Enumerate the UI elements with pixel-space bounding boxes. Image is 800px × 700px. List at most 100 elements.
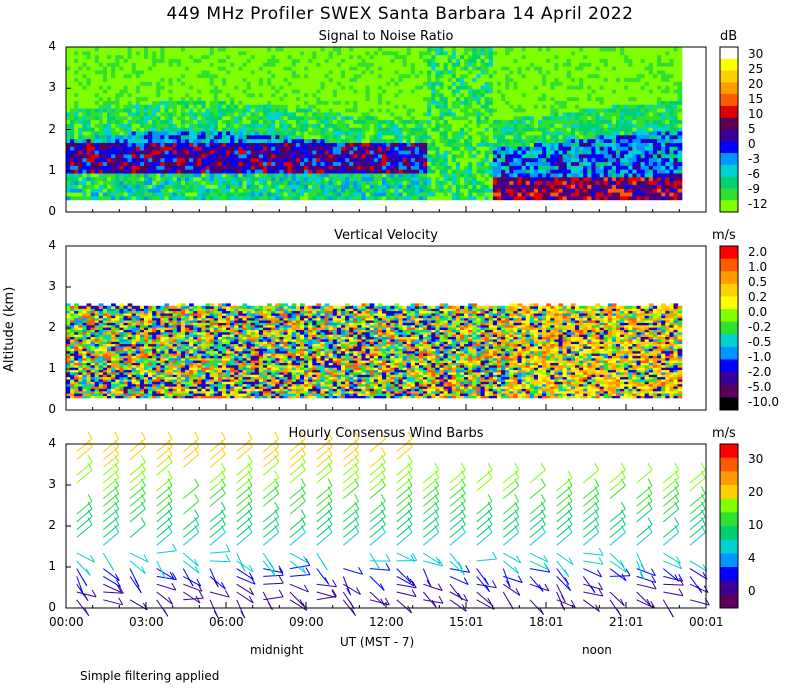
heatmap-cell xyxy=(316,134,322,140)
heatmap-cell xyxy=(419,69,424,75)
heatmap-cell xyxy=(258,115,264,121)
heatmap-cell xyxy=(78,130,83,136)
heatmap-cell xyxy=(86,115,92,121)
heatmap-cell xyxy=(213,85,219,90)
heatmap-cell xyxy=(291,172,297,178)
heatmap-cell xyxy=(341,192,346,197)
heatmap-cell xyxy=(562,50,568,56)
heatmap-cell xyxy=(455,127,461,132)
heatmap-cell xyxy=(480,104,486,109)
heatmap-cell xyxy=(566,119,572,124)
heatmap-cell xyxy=(324,54,330,59)
heatmap-cell xyxy=(123,150,129,155)
heatmap-cell xyxy=(472,161,477,166)
heatmap-cell xyxy=(554,50,560,56)
heatmap-cell xyxy=(70,184,75,189)
heatmap-cell xyxy=(242,130,248,136)
heatmap-cell xyxy=(197,77,202,82)
heatmap-cell xyxy=(242,73,248,79)
heatmap-cell xyxy=(148,89,153,94)
heatmap-cell xyxy=(529,123,535,128)
heatmap-cell xyxy=(328,47,334,52)
heatmap-cell xyxy=(263,153,268,159)
heatmap-cell xyxy=(513,123,519,128)
heatmap-cell xyxy=(570,77,576,82)
heatmap-cell xyxy=(234,127,239,132)
heatmap-cell xyxy=(74,142,79,147)
heatmap-cell xyxy=(542,180,547,185)
heatmap-cell xyxy=(410,50,416,56)
heatmap-cell xyxy=(152,188,157,193)
heatmap-cell xyxy=(386,73,391,79)
heatmap-cell xyxy=(332,96,338,101)
heatmap-cell xyxy=(250,73,256,79)
heatmap-cell xyxy=(172,176,178,182)
heatmap-cell xyxy=(258,195,264,201)
heatmap-cell xyxy=(304,47,309,52)
heatmap-cell xyxy=(111,157,116,163)
heatmap-cell xyxy=(123,62,129,67)
heatmap-cell xyxy=(209,172,215,178)
heatmap-cell xyxy=(267,47,272,52)
heatmap-cell xyxy=(254,47,260,52)
heatmap-cell xyxy=(386,62,391,67)
heatmap-cell xyxy=(570,142,576,147)
heatmap-cell xyxy=(538,81,543,86)
heatmap-cell xyxy=(98,66,104,71)
heatmap-cell xyxy=(238,100,244,105)
heatmap-cell xyxy=(451,81,457,86)
heatmap-cell xyxy=(234,66,239,71)
heatmap-cell xyxy=(217,138,223,143)
heatmap-cell xyxy=(332,50,338,56)
heatmap-cell xyxy=(246,111,252,117)
heatmap-cell xyxy=(74,92,79,98)
heatmap-cell xyxy=(447,161,453,166)
heatmap-cell xyxy=(185,115,190,121)
heatmap-cell xyxy=(562,127,568,132)
heatmap-cell xyxy=(521,184,527,189)
heatmap-cell xyxy=(271,81,276,86)
heatmap-cell xyxy=(460,77,465,82)
heatmap-cell xyxy=(185,77,190,82)
heatmap-cell xyxy=(402,111,408,117)
heatmap-cell xyxy=(480,150,486,155)
heatmap-cell xyxy=(554,89,560,94)
heatmap-cell xyxy=(447,119,453,124)
heatmap-cell xyxy=(484,157,490,163)
heatmap-cell xyxy=(271,66,276,71)
heatmap-cell xyxy=(455,169,461,174)
heatmap-cell xyxy=(554,81,560,86)
heatmap-cell xyxy=(283,47,289,52)
heatmap-cell xyxy=(361,108,367,113)
heatmap-cell xyxy=(94,188,100,193)
heatmap-cell xyxy=(550,123,555,128)
heatmap-cell xyxy=(148,134,153,140)
heatmap-cell xyxy=(267,111,272,117)
heatmap-cell xyxy=(525,188,531,193)
heatmap-cell xyxy=(193,54,198,59)
heatmap-cell xyxy=(82,108,88,113)
heatmap-cell xyxy=(193,161,198,166)
heatmap-cell xyxy=(189,127,194,132)
heatmap-cell xyxy=(328,192,334,197)
heatmap-cell xyxy=(533,85,539,90)
heatmap-cell xyxy=(246,192,252,197)
heatmap-cell xyxy=(414,73,420,79)
heatmap-cell xyxy=(139,188,145,193)
heatmap-cell xyxy=(107,108,112,113)
heatmap-cell xyxy=(328,157,334,163)
heatmap-cell xyxy=(189,165,194,170)
heatmap-cell xyxy=(78,184,83,189)
heatmap-cell xyxy=(193,172,198,178)
heatmap-cell xyxy=(488,100,494,105)
heatmap-cell xyxy=(168,188,174,193)
heatmap-cell xyxy=(144,73,149,79)
heatmap-cell xyxy=(86,108,92,113)
heatmap-cell xyxy=(439,92,445,98)
heatmap-cell xyxy=(242,176,248,182)
heatmap-cell xyxy=(291,161,297,166)
heatmap-cell xyxy=(566,85,572,90)
heatmap-cell xyxy=(353,58,358,63)
heatmap-cell xyxy=(144,58,149,63)
heatmap-cell xyxy=(394,195,400,201)
